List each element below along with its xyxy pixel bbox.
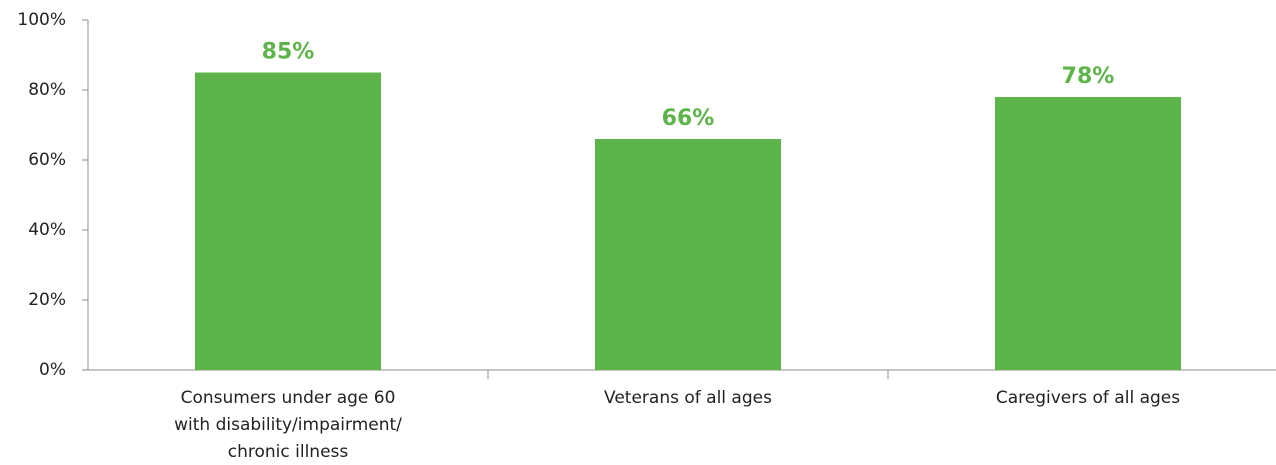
data-label: 66%: [662, 106, 715, 131]
y-tick-label: 80%: [28, 80, 66, 100]
bars: [195, 72, 1181, 370]
y-tick-label: 40%: [28, 220, 66, 240]
x-category-label: Caregivers of all ages: [996, 388, 1180, 408]
y-tick-label: 0%: [39, 360, 66, 380]
data-labels: 85% 66% 78%: [262, 40, 1115, 132]
data-label: 78%: [1062, 64, 1115, 89]
data-label: 85%: [262, 40, 315, 65]
x-category-label: Veterans of all ages: [604, 388, 772, 408]
x-axis: [88, 369, 1276, 379]
bar: [995, 97, 1181, 370]
bar: [195, 72, 381, 370]
bar: [595, 139, 781, 370]
y-axis: 0% 20% 40% 60% 80% 100%: [17, 10, 89, 380]
y-tick-label: 20%: [28, 290, 66, 310]
category-labels: Consumers under age 60 with disability/im…: [174, 388, 1180, 462]
y-tick-label: 100%: [17, 10, 66, 30]
y-tick-label: 60%: [28, 150, 66, 170]
x-category-label: Consumers under age 60 with disability/im…: [174, 388, 402, 462]
